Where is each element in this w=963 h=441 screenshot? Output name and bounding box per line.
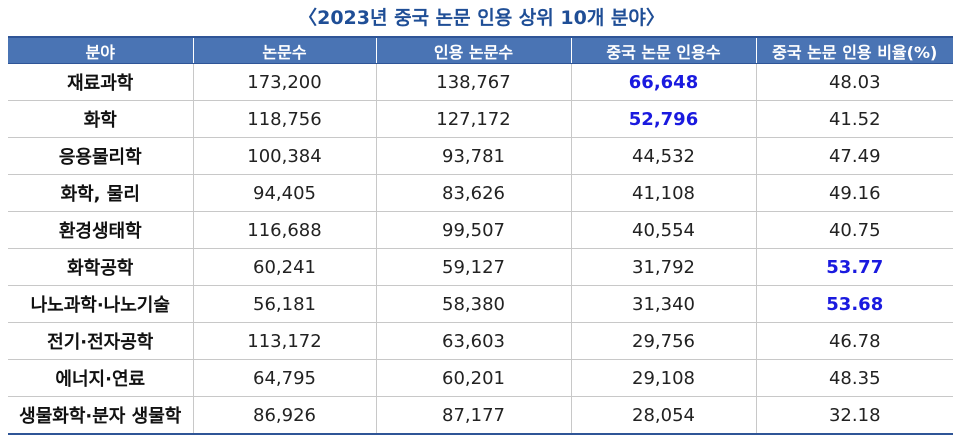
table-row: 에너지·연료 64,795 60,201 29,108 48.35 — [8, 359, 953, 397]
cell-field: 전기·전자공학 — [8, 322, 193, 360]
citation-table: 분야 논문수 인용 논문수 중국 논문 인용수 중국 논문 인용 비율(%) 재… — [8, 36, 953, 435]
cell-papers: 64,795 — [192, 359, 376, 397]
cell-field: 응용물리학 — [8, 137, 193, 175]
table-row: 화학공학 60,241 59,127 31,792 53.77 — [8, 248, 953, 286]
table-row: 전기·전자공학 113,172 63,603 29,756 46.78 — [8, 322, 953, 360]
cell-papers: 100,384 — [192, 137, 376, 175]
table-row: 환경생태학 116,688 99,507 40,554 40.75 — [8, 211, 953, 249]
cell-field: 나노과학·나노기술 — [8, 285, 193, 323]
cell-papers: 94,405 — [192, 174, 376, 212]
cell-cited-papers: 127,172 — [375, 100, 571, 138]
cell-cited-papers: 87,177 — [375, 396, 571, 434]
cell-china-ratio: 46.78 — [755, 322, 953, 360]
cell-field: 에너지·연료 — [8, 359, 193, 397]
cell-china-citations: 40,554 — [570, 211, 756, 249]
cell-cited-papers: 83,626 — [375, 174, 571, 212]
cell-china-ratio: 53.68 — [755, 285, 953, 323]
cell-papers: 113,172 — [192, 322, 376, 360]
cell-field: 생물화학·분자 생물학 — [8, 396, 193, 434]
table-row: 응용물리학 100,384 93,781 44,532 47.49 — [8, 137, 953, 175]
table-row: 재료과학 173,200 138,767 66,648 48.03 — [8, 63, 953, 101]
header-field: 분야 — [8, 37, 193, 64]
cell-china-citations: 28,054 — [570, 396, 756, 434]
cell-china-ratio: 48.03 — [755, 63, 953, 101]
cell-china-citations: 31,340 — [570, 285, 756, 323]
cell-papers: 60,241 — [192, 248, 376, 286]
cell-china-ratio: 40.75 — [755, 211, 953, 249]
cell-field: 화학, 물리 — [8, 174, 193, 212]
cell-china-ratio: 48.35 — [755, 359, 953, 397]
header-papers: 논문수 — [192, 37, 376, 64]
table-row: 나노과학·나노기술 56,181 58,380 31,340 53.68 — [8, 285, 953, 323]
cell-papers: 173,200 — [192, 63, 376, 101]
table-row: 생물화학·분자 생물학 86,926 87,177 28,054 32.18 — [8, 396, 953, 434]
cell-field: 화학 — [8, 100, 193, 138]
cell-china-ratio: 41.52 — [755, 100, 953, 138]
cell-cited-papers: 99,507 — [375, 211, 571, 249]
cell-china-citations: 52,796 — [570, 100, 756, 138]
cell-field: 화학공학 — [8, 248, 193, 286]
table-row: 화학, 물리 94,405 83,626 41,108 49.16 — [8, 174, 953, 212]
table-row: 화학 118,756 127,172 52,796 41.52 — [8, 100, 953, 138]
cell-cited-papers: 93,781 — [375, 137, 571, 175]
header-china-citations: 중국 논문 인용수 — [570, 37, 756, 64]
cell-papers: 118,756 — [192, 100, 376, 138]
header-china-ratio: 중국 논문 인용 비율(%) — [755, 37, 953, 64]
cell-china-ratio: 32.18 — [755, 396, 953, 434]
cell-china-citations: 29,108 — [570, 359, 756, 397]
header-cited-papers: 인용 논문수 — [375, 37, 571, 64]
cell-china-citations: 41,108 — [570, 174, 756, 212]
cell-papers: 116,688 — [192, 211, 376, 249]
cell-cited-papers: 63,603 — [375, 322, 571, 360]
cell-cited-papers: 59,127 — [375, 248, 571, 286]
cell-cited-papers: 60,201 — [375, 359, 571, 397]
cell-cited-papers: 58,380 — [375, 285, 571, 323]
cell-papers: 56,181 — [192, 285, 376, 323]
cell-china-citations: 44,532 — [570, 137, 756, 175]
cell-china-citations: 31,792 — [570, 248, 756, 286]
cell-field: 환경생태학 — [8, 211, 193, 249]
cell-field: 재료과학 — [67, 73, 134, 94]
cell-china-ratio: 53.77 — [755, 248, 953, 286]
cell-china-ratio: 47.49 — [755, 137, 953, 175]
table-title: 〈2023년 중국 논문 인용 상위 10개 분야〉 — [298, 7, 665, 29]
cell-china-ratio: 49.16 — [755, 174, 953, 212]
cell-papers: 86,926 — [192, 396, 376, 434]
header-row: 분야 논문수 인용 논문수 중국 논문 인용수 중국 논문 인용 비율(%) — [8, 37, 953, 64]
cell-china-citations: 29,756 — [570, 322, 756, 360]
cell-cited-papers: 138,767 — [375, 63, 571, 101]
cell-china-citations: 66,648 — [570, 63, 756, 101]
